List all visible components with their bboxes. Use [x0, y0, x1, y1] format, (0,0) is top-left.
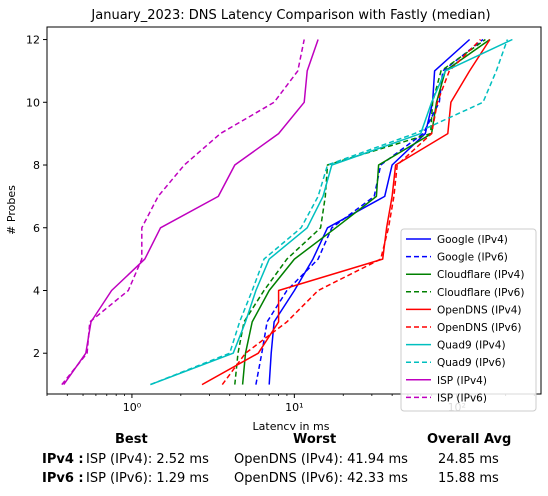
legend-entry-label: Quad9 (IPv6) [437, 357, 506, 369]
latency-chart: January_2023: DNS Latency Comparison wit… [5, 8, 542, 430]
legend-entry-label: ISP (IPv6) [437, 392, 487, 404]
summary-worst-value: OpenDNS (IPv4): 41.94 ms [234, 452, 408, 467]
legend-entry-label: Cloudflare (IPv4) [437, 269, 524, 281]
y-axis-label: # Probes [5, 185, 18, 235]
x-axis-label: Latency in ms [253, 420, 330, 430]
legend-entry-label: Quad9 (IPv4) [437, 340, 506, 352]
series-line-google-ipv6 [255, 38, 484, 385]
y-tick-label: 6 [33, 222, 40, 235]
x-tick-label: 10⁰ [123, 401, 142, 414]
y-tick-label: 8 [33, 159, 40, 172]
chart-title: January_2023: DNS Latency Comparison wit… [90, 8, 490, 23]
summary-header-best: Best [115, 432, 148, 447]
legend-entry-label: OpenDNS (IPv6) [437, 322, 522, 334]
y-tick-label: 12 [26, 34, 40, 47]
series-line-opendns-ipv6 [221, 38, 482, 386]
summary-avg-value: 24.85 ms [438, 452, 499, 467]
legend-entry-label: OpenDNS (IPv4) [437, 304, 522, 316]
y-tick-label: 10 [26, 96, 40, 109]
summary-header-avg: Overall Avg [427, 432, 512, 447]
summary-worst-value: OpenDNS (IPv6): 42.33 ms [234, 471, 408, 486]
summary-row-label: IPv4 : [42, 452, 84, 467]
series-line-isp-ipv6 [61, 39, 305, 386]
legend-entry-label: Cloudflare (IPv6) [437, 287, 524, 299]
legend: Google (IPv4) Google (IPv6) Cloudflare (IP… [400, 228, 537, 412]
series-line-isp-ipv4 [63, 39, 319, 386]
legend-box [400, 228, 537, 412]
series-line-quad9-ipv6 [150, 39, 509, 386]
series-line-opendns-ipv4 [201, 39, 491, 386]
x-tick-label: 10¹ [285, 401, 303, 414]
series-line-cloudflare-ipv4 [241, 38, 491, 385]
summary-avg-value: 15.88 ms [438, 471, 499, 486]
series-line-quad9-ipv4 [150, 38, 513, 386]
legend-entry-label: Google (IPv4) [437, 234, 508, 246]
summary-header-worst: Worst [293, 432, 337, 447]
legend-entry-label: Google (IPv6) [437, 252, 508, 264]
summary-row-label: IPv6 : [42, 471, 84, 486]
plot-area: 10⁰10¹10²24681012 [26, 26, 542, 414]
summary-best-value: ISP (IPv4): 2.52 ms [86, 452, 209, 467]
summary-table: Best Worst Overall Avg IPv4 : ISP (IPv4)… [0, 428, 548, 496]
legend-entry-label: ISP (IPv4) [437, 375, 487, 387]
summary-best-value: ISP (IPv6): 1.29 ms [86, 471, 209, 486]
y-tick-label: 4 [33, 284, 40, 297]
y-tick-label: 2 [33, 347, 40, 360]
